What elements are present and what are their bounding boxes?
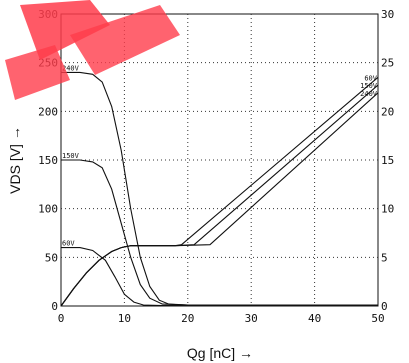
- y-left-tick-label: 200: [38, 105, 58, 118]
- y-right-tick-label: 30: [381, 8, 394, 21]
- series-line-right-240V: [60, 92, 379, 307]
- x-axis-title: Qg [nC] →: [187, 345, 253, 361]
- y-left-tick-label: 100: [38, 203, 58, 216]
- series-lines: [60, 71, 379, 307]
- y-right-tick-label: 20: [381, 105, 394, 118]
- y-left-tick-label: 300: [38, 8, 58, 21]
- y-left-tick-label: 50: [45, 251, 58, 264]
- y-left-tick-label: 250: [38, 57, 58, 70]
- series-line-left-60V: [61, 247, 378, 307]
- y-left-tick-label: 0: [51, 300, 58, 313]
- series-line-left-150V: [61, 159, 378, 306]
- y-right-tick-label: 5: [381, 251, 388, 264]
- curve-label: 150V: [360, 82, 378, 90]
- y-axis-title: VDS [V] →: [7, 126, 23, 194]
- curve-label: 60V: [364, 74, 377, 82]
- x-tick-label: 20: [181, 312, 194, 325]
- curve-label: 150V: [62, 152, 80, 160]
- y-right-tick-label: 25: [381, 57, 394, 70]
- y-right-tick-label: 15: [381, 154, 394, 167]
- x-tick-label: 0: [58, 312, 65, 325]
- x-tick-label: 10: [118, 312, 131, 325]
- x-tick-label: 40: [308, 312, 321, 325]
- curve-label: 60V: [62, 240, 75, 248]
- y-left-tick-label: 150: [38, 154, 58, 167]
- curve-label: 240V: [360, 90, 378, 98]
- y-right-tick-label: 0: [381, 300, 388, 313]
- y-right-tick-label: 10: [381, 203, 394, 216]
- x-tick-label: 30: [245, 312, 258, 325]
- plot-area: [60, 13, 379, 307]
- x-tick-label: 50: [371, 312, 384, 325]
- curve-label: 240V: [62, 64, 80, 72]
